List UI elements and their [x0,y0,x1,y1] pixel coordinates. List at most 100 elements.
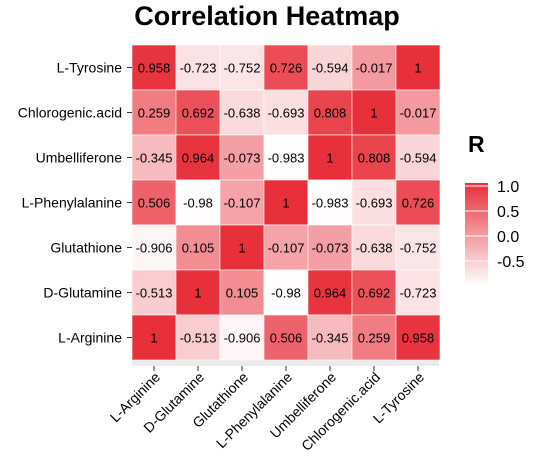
cell-value-label: 0.259 [358,331,391,346]
cell-value-label: -0.983 [312,196,349,211]
heatmap-cell [395,269,441,316]
cell-value-label: -0.983 [268,151,305,166]
y-axis-tick-label: L-Phenylalanine [22,195,123,211]
cell-value-label: 1 [238,241,245,256]
y-axis-tick-label: L-Tyrosine [57,60,123,76]
cell-value-label: -0.073 [224,151,261,166]
cell-value-label: 1 [282,196,289,211]
cell-value-label: -0.017 [356,61,393,76]
cell-value-label: -0.906 [224,331,261,346]
cell-value-label: -0.594 [400,151,437,166]
heatmap-cell [175,314,221,361]
cell-value-label: 0.105 [182,241,215,256]
heatmap-cell [175,44,221,91]
heatmap-cell [131,179,177,226]
heatmap-cell [219,179,265,226]
cell-value-label: -0.98 [183,196,213,211]
cell-value-label: 0.726 [270,61,303,76]
heatmap-cell [131,224,177,271]
legend-ticks: 1.0 0.5 0.0 -0.5 [465,179,525,271]
cell-value-label: 1 [414,61,421,76]
heatmap-cell [351,269,397,316]
cell-value-label: 0.105 [226,286,259,301]
heatmap-cell [219,44,265,91]
cell-value-label: -0.752 [224,61,261,76]
cell-value-label: -0.752 [400,241,437,256]
heatmap-cell [175,224,221,271]
cell-value-label: 0.964 [182,151,215,166]
heatmap-cell [395,224,441,271]
cell-value-label: -0.594 [312,61,349,76]
cell-value-label: 1 [370,106,377,121]
legend-tick-label: 1.0 [497,179,519,196]
cell-value-label: 0.958 [138,61,171,76]
heatmap-cell [307,134,353,181]
heatmap-cell [351,89,397,136]
heatmap-cell [351,134,397,181]
x-axis-tick-label: L-Phenylalanine [213,369,295,451]
heatmap-cell [175,179,221,226]
y-axis-tick-label: D-Glutamine [43,285,122,301]
heatmap-cell [263,314,309,361]
y-axis-labels: L-Tyrosine Chlorogenic.acid Umbelliferone L… [18,60,132,346]
cell-value-label: 0.808 [358,151,391,166]
chart-title: Correlation Heatmap [134,1,400,31]
heatmap-cell [395,134,441,181]
heatmap-cell [263,269,309,316]
cell-value-label: -0.107 [268,241,305,256]
heatmap-cell [351,314,397,361]
cell-value-label: 0.964 [314,286,347,301]
legend-tick-label: -0.5 [497,254,525,271]
legend-title: R [468,131,485,157]
cell-value-label: 0.808 [314,106,347,121]
heatmap-cell [395,179,441,226]
cell-value-label: -0.638 [356,241,393,256]
cell-value-label: 0.259 [138,106,171,121]
heatmap-cell [219,89,265,136]
y-axis-tick-label: Glutathione [50,240,122,256]
cell-value-label: -0.107 [224,196,261,211]
cell-value-label: 0.506 [138,196,171,211]
cell-value-label: -0.513 [180,331,217,346]
cell-value-label: -0.345 [312,331,349,346]
heatmap-cell [219,314,265,361]
heatmap-cell [219,224,265,271]
cell-value-label: 1 [326,151,333,166]
legend-colorbar [465,183,488,286]
cell-value-label: -0.906 [136,241,173,256]
cell-value-label: -0.693 [356,196,393,211]
heatmap-cell [175,89,221,136]
x-axis-tick-label: Chlorogenic.acid [298,369,383,454]
cell-value-label: -0.98 [271,286,301,301]
heatmap-cell [219,269,265,316]
y-axis-tick-label: Chlorogenic.acid [18,105,122,121]
y-axis-tick-label: Umbelliferone [36,150,123,166]
cell-value-label: 0.692 [182,106,215,121]
heatmap-cell [263,179,309,226]
heatmap-cell [263,134,309,181]
heatmap-cell [219,134,265,181]
cell-value-label: -0.723 [180,61,217,76]
heatmap-cell [131,314,177,361]
cell-value-label: -0.513 [136,286,173,301]
cell-value-label: 0.506 [270,331,303,346]
heatmap-cell [307,179,353,226]
cell-value-label: -0.723 [400,286,437,301]
heatmap-cell [395,314,441,361]
cell-value-label: -0.693 [268,106,305,121]
cell-value-label: -0.638 [224,106,261,121]
legend-tick-label: 0.0 [497,229,519,246]
cell-value-label: -0.017 [400,106,437,121]
heatmap-cell [131,269,177,316]
y-axis-tick-label: L-Arginine [58,330,122,346]
x-axis-labels: L-ArginineD-GlutamineGlutathioneL-Phenyl… [107,366,427,454]
cell-value-label: 0.692 [358,286,391,301]
cell-value-label: 0.726 [402,196,435,211]
cell-value-label: -0.073 [312,241,349,256]
heatmap-cell [307,89,353,136]
heatmap-cells: 0.958 -0.723 -0.752 0.726 -0.594 -0.017 1 0.259… [131,44,441,361]
cell-value-label: -0.345 [136,151,173,166]
cell-value-label: 1 [150,331,157,346]
cell-value-label: 0.958 [402,331,435,346]
